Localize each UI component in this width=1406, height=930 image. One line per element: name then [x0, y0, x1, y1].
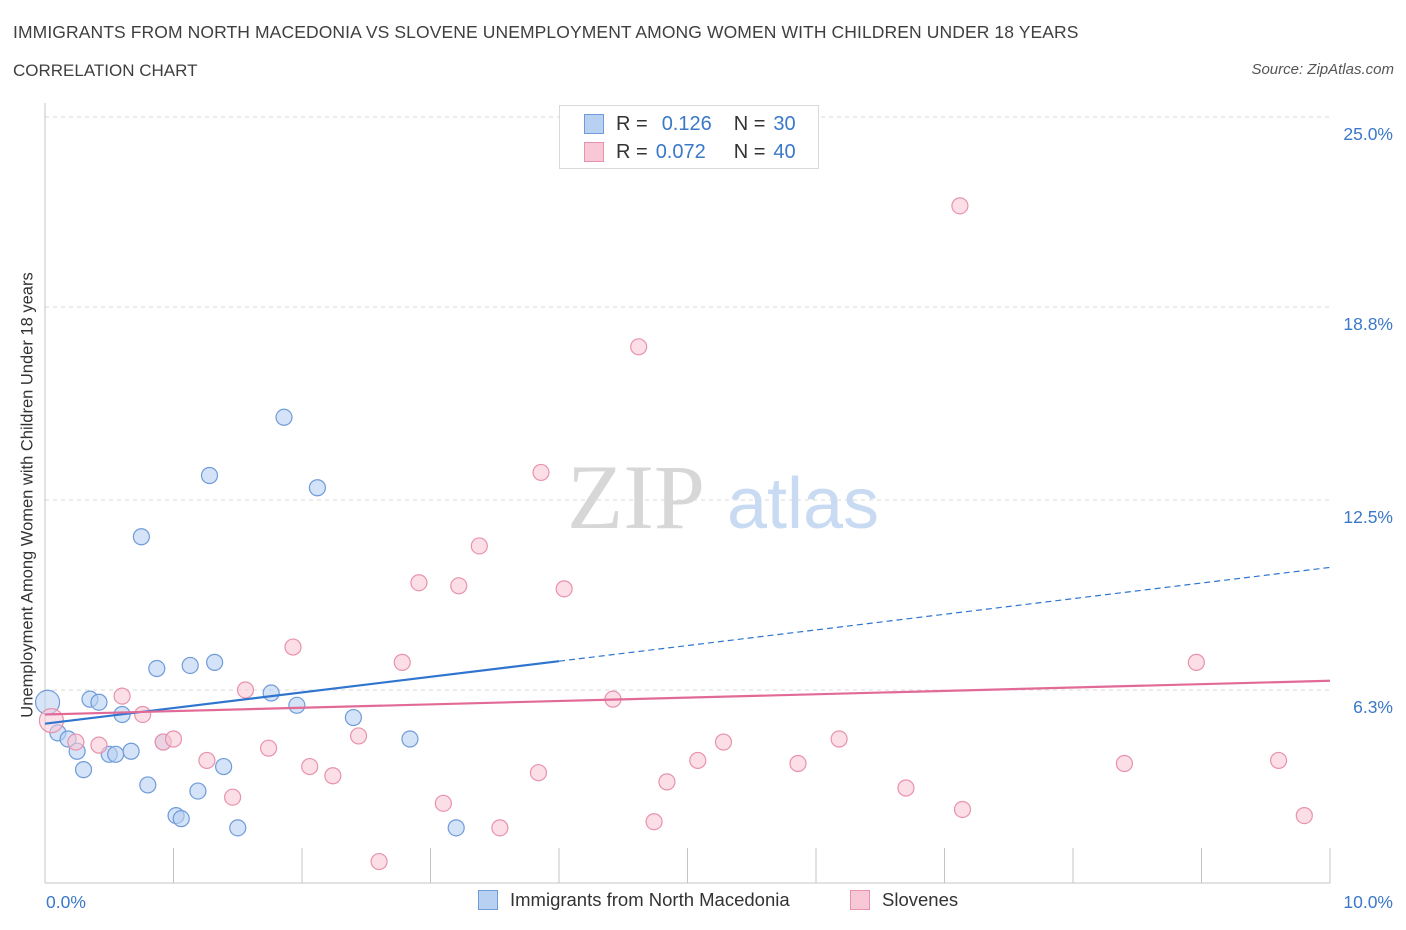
slovene-point — [658, 773, 676, 791]
chart-subtitle: CORRELATION CHART — [13, 61, 198, 80]
n-label: N = — [733, 112, 766, 135]
north-macedonia-point — [90, 693, 108, 711]
tick-labels: 6.3% 12.5% 18.8% 25.0% 0.0% 10.0% — [46, 124, 1393, 912]
pink-swatch — [850, 890, 870, 910]
north-macedonia-trend-extension — [558, 566, 1331, 662]
slovene-point — [324, 767, 342, 785]
slovene-point — [830, 730, 848, 748]
slovene-point — [349, 727, 368, 745]
slovene-point — [90, 736, 108, 754]
legend-label: Slovenes — [882, 889, 959, 910]
north-macedonia-point — [275, 408, 293, 426]
north-macedonia-point — [447, 819, 465, 837]
grid — [45, 116, 1330, 691]
slovene-point — [714, 733, 733, 751]
slovene-point — [236, 681, 255, 699]
north-macedonia-point — [148, 659, 166, 678]
north-macedonia-point — [172, 810, 190, 828]
north-macedonia-point — [344, 708, 362, 727]
legend-item-north-macedonia[interactable]: Immigrants from North Macedonia — [478, 889, 790, 911]
stats-legend: R = 0.126 N = 30 R = 0.072 N = 40 — [559, 105, 819, 169]
north-macedonia-point — [74, 761, 93, 779]
north-macedonia-point — [401, 730, 419, 748]
slovene-point — [1269, 751, 1288, 770]
r-label: R = — [616, 140, 648, 163]
blue-swatch — [478, 890, 498, 910]
slovene-point — [134, 705, 152, 724]
slovene-point — [532, 463, 550, 482]
r-value: 0.072 — [655, 140, 706, 163]
slovene-point — [1295, 806, 1313, 825]
legend-label: Immigrants from North Macedonia — [510, 889, 790, 910]
slovene-point — [951, 197, 969, 215]
slovene-point — [630, 338, 648, 356]
slovene-point — [67, 733, 85, 751]
slovene-point — [284, 638, 302, 656]
blue-swatch — [584, 114, 604, 134]
slovene-point — [789, 754, 807, 773]
y-tick-label: 25.0% — [1343, 124, 1393, 144]
slovene-point — [301, 757, 319, 776]
x-tick-label: 0.0% — [46, 892, 86, 912]
slovene-point — [164, 730, 183, 748]
slovene-point — [529, 764, 548, 782]
slovene-point — [434, 794, 452, 812]
north-macedonia-point — [206, 653, 224, 671]
y-tick-label: 18.8% — [1343, 314, 1393, 334]
n-value: 40 — [773, 140, 796, 163]
watermark: ZIP atlas — [567, 446, 879, 548]
data-points — [34, 197, 1313, 871]
slovene-point — [450, 577, 468, 595]
slovene-trend-line — [44, 679, 1331, 716]
slovene-point — [491, 819, 509, 837]
slovene-point — [38, 708, 65, 734]
north-macedonia-point — [288, 696, 306, 714]
slovene-point — [370, 852, 388, 871]
slovene-point — [113, 687, 131, 705]
x-tick-label: 10.0% — [1343, 892, 1393, 912]
y-tick-label: 6.3% — [1353, 697, 1393, 717]
north-macedonia-point — [229, 819, 247, 837]
n-value: 30 — [773, 112, 796, 135]
slovene-point — [224, 788, 242, 806]
trend-lines — [44, 566, 1331, 725]
slovene-point — [259, 739, 278, 757]
axes — [44, 103, 1331, 884]
watermark-atlas: atlas — [727, 464, 879, 544]
slovene-point — [555, 580, 573, 598]
r-value: 0.126 — [661, 112, 712, 135]
chart-title: IMMIGRANTS FROM NORTH MACEDONIA VS SLOVE… — [13, 22, 1079, 42]
pink-swatch — [584, 142, 604, 162]
north-macedonia-point — [215, 757, 233, 776]
slovene-point — [198, 751, 216, 770]
n-label: N = — [733, 140, 766, 163]
slovene-point — [1187, 653, 1205, 671]
slovene-point — [470, 537, 488, 555]
source-label: Source: ZipAtlas.com — [1251, 61, 1394, 78]
north-macedonia-point — [122, 742, 140, 760]
slovene-point — [689, 751, 707, 770]
slovene-point — [645, 813, 663, 831]
watermark-zip: ZIP — [567, 446, 705, 548]
slovene-point — [1115, 754, 1134, 773]
r-label: R = — [616, 112, 648, 135]
slovene-point — [953, 800, 972, 819]
slovene-point — [897, 779, 915, 797]
north-macedonia-point — [200, 466, 219, 485]
north-macedonia-point — [189, 782, 207, 800]
slovene-point — [393, 653, 411, 671]
north-macedonia-point — [107, 745, 125, 763]
north-macedonia-point — [308, 479, 327, 497]
legend-item-slovenes[interactable]: Slovenes — [850, 889, 958, 911]
north-macedonia-point — [139, 776, 157, 794]
north-macedonia-point — [132, 528, 150, 546]
north-macedonia-point — [181, 656, 199, 675]
stats-row-north-macedonia: R = 0.126 N = 30 — [584, 112, 796, 136]
y-tick-label: 12.5% — [1343, 507, 1393, 527]
north-macedonia-point — [262, 684, 280, 702]
stats-row-slovenes: R = 0.072 N = 40 — [584, 140, 796, 164]
series-legend: Immigrants from North Macedonia Slovenes — [0, 889, 1406, 915]
slovene-point — [410, 574, 428, 592]
